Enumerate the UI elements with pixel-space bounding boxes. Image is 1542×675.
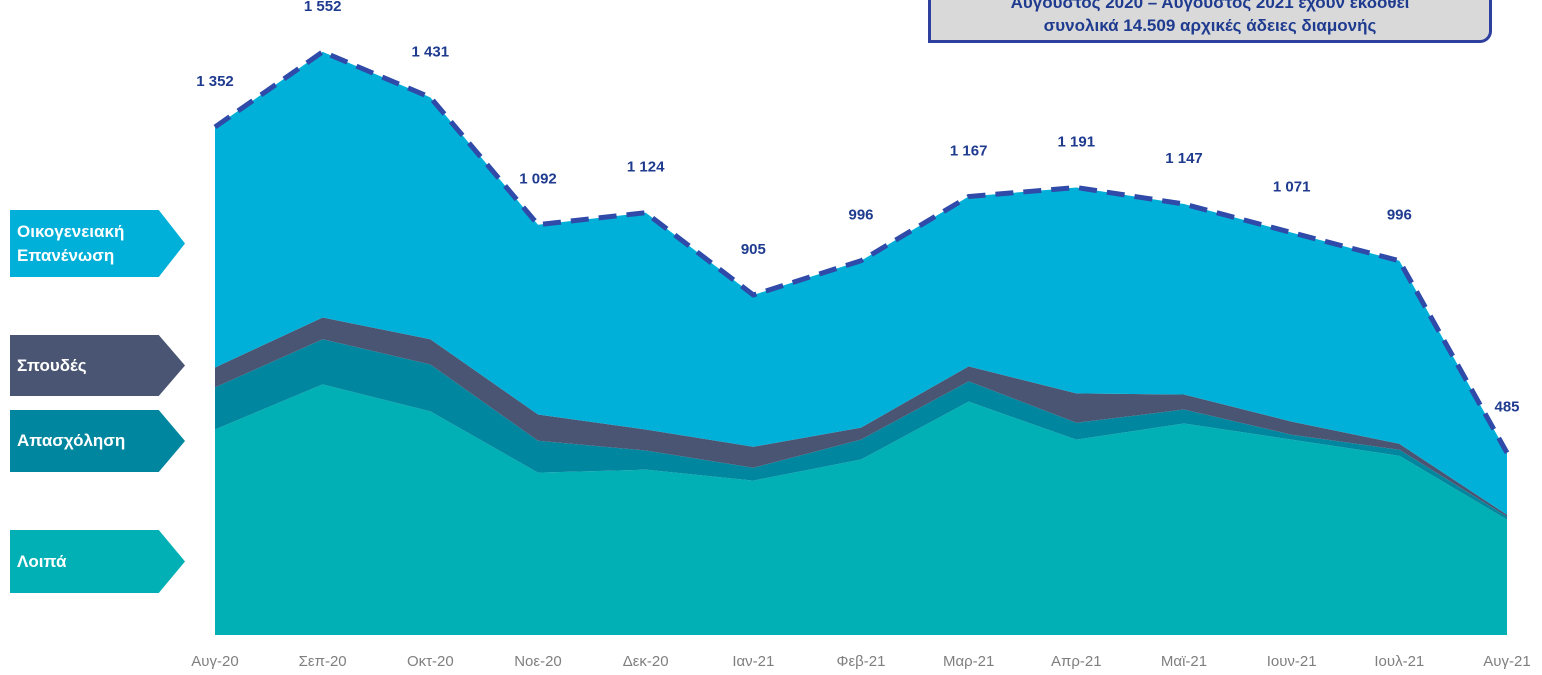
data-label: 1 124 bbox=[627, 159, 665, 176]
data-label: 1 092 bbox=[519, 171, 557, 188]
x-tick-label: Μαϊ-21 bbox=[1161, 653, 1207, 670]
data-label: 1 147 bbox=[1165, 150, 1203, 167]
annotation-box: Αύγουστος 2020 – Αύγουστος 2021 έχουν εκ… bbox=[928, 0, 1492, 43]
legend-item: Απασχόληση bbox=[10, 410, 185, 472]
data-label: 905 bbox=[741, 241, 766, 258]
data-label: 996 bbox=[848, 207, 873, 224]
x-tick-label: Αυγ-21 bbox=[1483, 653, 1530, 670]
annotation-line: Αύγουστος 2020 – Αύγουστος 2021 έχουν εκ… bbox=[1010, 0, 1410, 12]
legend-item: Οικογενειακή Επανένωση bbox=[10, 210, 185, 277]
data-label: 1 071 bbox=[1273, 179, 1311, 196]
total-line bbox=[213, 49, 1510, 454]
x-tick-label: Σεπ-20 bbox=[299, 653, 347, 670]
x-tick-label: Ιουν-21 bbox=[1267, 653, 1317, 670]
legend-item: Λοιπά bbox=[10, 530, 185, 593]
data-label: 1 352 bbox=[196, 73, 234, 90]
x-tick-label: Μαρ-21 bbox=[943, 653, 994, 670]
x-tick-label: Οκτ-20 bbox=[407, 653, 454, 670]
legend-item: Σπουδές bbox=[10, 335, 185, 396]
x-tick-label: Ιουλ-21 bbox=[1374, 653, 1424, 670]
x-tick-label: Νοε-20 bbox=[514, 653, 562, 670]
data-label: 1 167 bbox=[950, 142, 988, 159]
area bbox=[215, 384, 1507, 635]
area bbox=[215, 317, 1507, 517]
data-label: 1 191 bbox=[1058, 133, 1096, 150]
x-tick-label: Αυγ-20 bbox=[191, 653, 238, 670]
x-tick-label: Απρ-21 bbox=[1051, 653, 1102, 670]
annotation-line: συνολικά 14.509 αρχικές άδειες διαμονής bbox=[1043, 16, 1377, 35]
data-label: 1 431 bbox=[412, 43, 450, 60]
x-tick-label: Ιαν-21 bbox=[732, 653, 774, 670]
data-label: 1 552 bbox=[304, 0, 342, 15]
area bbox=[215, 339, 1507, 520]
x-tick-label: Δεκ-20 bbox=[623, 653, 669, 670]
x-tick-label: Φεβ-21 bbox=[837, 653, 886, 670]
data-label: 996 bbox=[1387, 207, 1412, 224]
data-label: 485 bbox=[1494, 399, 1519, 416]
area bbox=[215, 51, 1507, 515]
